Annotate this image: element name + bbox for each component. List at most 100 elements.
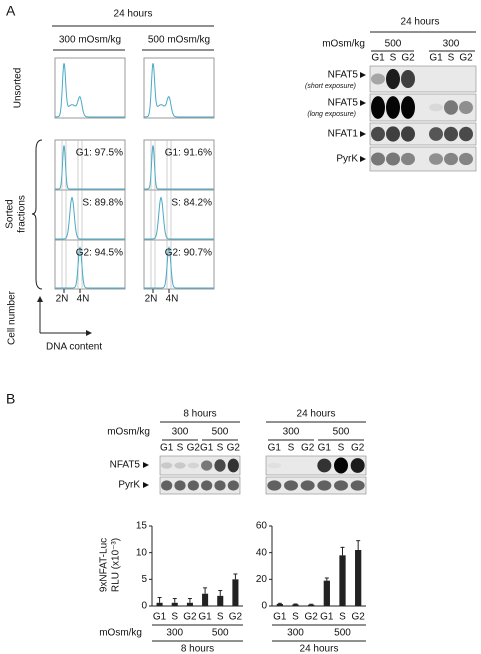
histogram bbox=[144, 145, 214, 190]
histogram bbox=[55, 145, 125, 190]
group-label: 500 bbox=[385, 39, 402, 50]
lane-label: S bbox=[217, 443, 224, 454]
percentage-label: S: 89.8% bbox=[82, 198, 123, 209]
x-tick-label: G1 bbox=[320, 612, 334, 623]
lane-label: G1 bbox=[318, 443, 332, 454]
blot-band bbox=[334, 457, 348, 474]
blot-band bbox=[201, 480, 213, 491]
lane-label: S bbox=[177, 443, 184, 454]
time-label: 8 hours bbox=[181, 644, 214, 654]
time-label: 8 hours bbox=[183, 409, 216, 420]
blot-band bbox=[459, 152, 473, 166]
bar bbox=[156, 602, 163, 606]
bar bbox=[355, 550, 362, 606]
group-label: 300 bbox=[283, 427, 300, 438]
blot-band bbox=[371, 73, 385, 85]
protein-label: NFAT5 bbox=[328, 70, 359, 81]
bar bbox=[171, 602, 178, 606]
protein-label: PyrK bbox=[336, 154, 358, 165]
x-tick-label: S bbox=[171, 612, 178, 623]
dna-mark: 2N bbox=[145, 294, 158, 305]
blot-band bbox=[429, 127, 443, 141]
x-tick-label: G1 bbox=[273, 612, 287, 623]
blot-band bbox=[350, 480, 365, 491]
blot-band bbox=[174, 480, 186, 491]
blot-band bbox=[317, 480, 332, 491]
dna-mark: 4N bbox=[77, 294, 90, 305]
arrowhead bbox=[143, 482, 149, 488]
x-tick-label: S bbox=[339, 612, 346, 623]
blot-band bbox=[401, 126, 415, 142]
blot-band bbox=[371, 152, 385, 166]
blot-band bbox=[334, 480, 348, 491]
blot-band bbox=[386, 126, 400, 142]
lane-label: G2 bbox=[401, 53, 415, 64]
bar bbox=[232, 579, 239, 606]
histogram-frame bbox=[54, 239, 126, 290]
group-label: 300 bbox=[166, 628, 183, 639]
lane-label: S bbox=[288, 443, 295, 454]
time-label: 24 hours bbox=[297, 409, 336, 420]
blot-band bbox=[174, 462, 186, 469]
blot-band bbox=[459, 101, 473, 114]
group-label: 500 bbox=[212, 628, 229, 639]
blot-band bbox=[161, 480, 173, 491]
histogram bbox=[54, 63, 125, 118]
x-tick-label: G2 bbox=[304, 612, 318, 623]
axis-label: Cell number bbox=[7, 290, 18, 345]
blot-band bbox=[371, 96, 385, 119]
lane-label: G2 bbox=[459, 53, 473, 64]
y-tick-label: 0 bbox=[261, 601, 267, 612]
lane-label: G1 bbox=[371, 53, 385, 64]
y-tick-label: 0 bbox=[141, 601, 147, 612]
row-label: Unsorted bbox=[13, 68, 24, 109]
protein-label: NFAT1 bbox=[328, 129, 359, 140]
group-label: 500 bbox=[334, 628, 351, 639]
axis-label: mOsm/kg bbox=[107, 427, 150, 438]
blot-strip bbox=[369, 65, 477, 93]
blot-band bbox=[401, 152, 415, 166]
blot-band bbox=[187, 462, 199, 469]
axis-label: mOsm/kg bbox=[322, 39, 365, 50]
blot-band bbox=[386, 96, 400, 119]
x-tick-label: G2 bbox=[351, 612, 365, 623]
percentage-label: G1: 97.5% bbox=[76, 148, 123, 159]
column-label: 500 mOsm/kg bbox=[148, 35, 210, 46]
blot-band bbox=[201, 460, 213, 471]
time-label: 24 hours bbox=[114, 9, 153, 20]
y-tick-label: 5 bbox=[141, 574, 147, 585]
bracket bbox=[31, 139, 43, 290]
arrowhead bbox=[360, 156, 366, 162]
time-label: 24 hours bbox=[300, 644, 339, 654]
blot-band bbox=[459, 126, 473, 142]
blot-band bbox=[371, 126, 385, 142]
percentage-label: G1: 91.6% bbox=[165, 148, 212, 159]
bar bbox=[323, 580, 330, 606]
axis-label: DNA content bbox=[46, 342, 102, 353]
blot-band bbox=[386, 68, 400, 90]
bar bbox=[339, 555, 346, 606]
blot-band bbox=[444, 100, 458, 115]
lane-label: S bbox=[390, 53, 397, 64]
arrowhead bbox=[360, 100, 366, 106]
blot-band bbox=[214, 480, 226, 491]
blot-band bbox=[429, 153, 443, 165]
blot-band bbox=[284, 480, 298, 491]
bar bbox=[186, 602, 193, 606]
axis-label: RLU (x10⁻³) bbox=[111, 538, 122, 592]
y-tick-label: 15 bbox=[136, 521, 148, 532]
blot-band bbox=[444, 152, 458, 166]
blot-band bbox=[317, 458, 332, 473]
protein-label: NFAT5 bbox=[110, 460, 141, 471]
y-tick-label: 40 bbox=[256, 547, 268, 558]
x-tick-label: G1 bbox=[153, 612, 167, 623]
column-label: 300 mOsm/kg bbox=[59, 35, 121, 46]
y-tick-label: 10 bbox=[136, 547, 148, 558]
exposure-note: (long exposure) bbox=[307, 111, 356, 118]
lane-label: G2 bbox=[227, 443, 241, 454]
group-label: 300 bbox=[172, 427, 189, 438]
group-label: 300 bbox=[287, 628, 304, 639]
dna-mark: 2N bbox=[56, 294, 69, 305]
blot-band bbox=[444, 126, 458, 142]
